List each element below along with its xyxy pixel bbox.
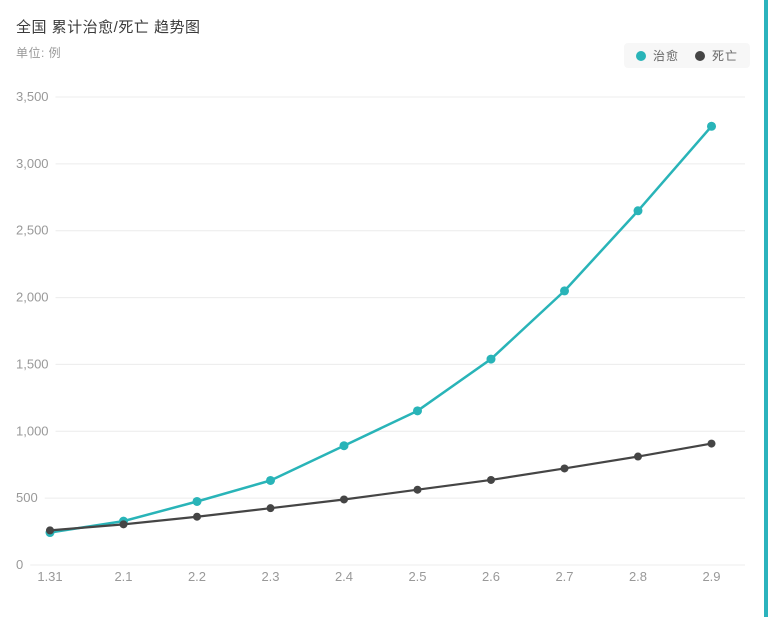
legend: 治愈 死亡 bbox=[623, 43, 750, 68]
svg-text:1,000: 1,000 bbox=[16, 423, 49, 438]
death-dot-icon bbox=[694, 50, 705, 61]
legend-item-death[interactable]: 死亡 bbox=[694, 47, 738, 64]
unit-label: 单位: 例 bbox=[16, 46, 62, 60]
legend-label-death: 死亡 bbox=[711, 49, 738, 63]
legend-label-cured: 治愈 bbox=[652, 49, 679, 63]
svg-text:1,500: 1,500 bbox=[16, 356, 49, 371]
cured-dot-icon bbox=[635, 50, 646, 61]
svg-text:2.5: 2.5 bbox=[408, 569, 426, 584]
svg-text:2.2: 2.2 bbox=[188, 569, 206, 584]
scrollbar[interactable] bbox=[764, 0, 768, 617]
svg-text:2.7: 2.7 bbox=[555, 569, 573, 584]
legend-item-cured[interactable]: 治愈 bbox=[635, 47, 679, 64]
svg-text:3,000: 3,000 bbox=[16, 156, 49, 171]
chart-title: 全国 累计治愈/死亡 趋势图 bbox=[16, 19, 201, 36]
svg-text:2.4: 2.4 bbox=[335, 569, 353, 584]
svg-text:2.6: 2.6 bbox=[482, 569, 500, 584]
svg-text:0: 0 bbox=[16, 557, 23, 572]
svg-text:2,500: 2,500 bbox=[16, 223, 49, 238]
svg-text:1.31: 1.31 bbox=[37, 569, 62, 584]
svg-text:500: 500 bbox=[16, 490, 38, 505]
svg-text:3,500: 3,500 bbox=[16, 89, 49, 104]
svg-text:2.9: 2.9 bbox=[702, 569, 720, 584]
svg-text:2.3: 2.3 bbox=[261, 569, 279, 584]
svg-text:2.1: 2.1 bbox=[114, 569, 132, 584]
svg-text:2.8: 2.8 bbox=[629, 569, 647, 584]
svg-text:2,000: 2,000 bbox=[16, 290, 49, 305]
